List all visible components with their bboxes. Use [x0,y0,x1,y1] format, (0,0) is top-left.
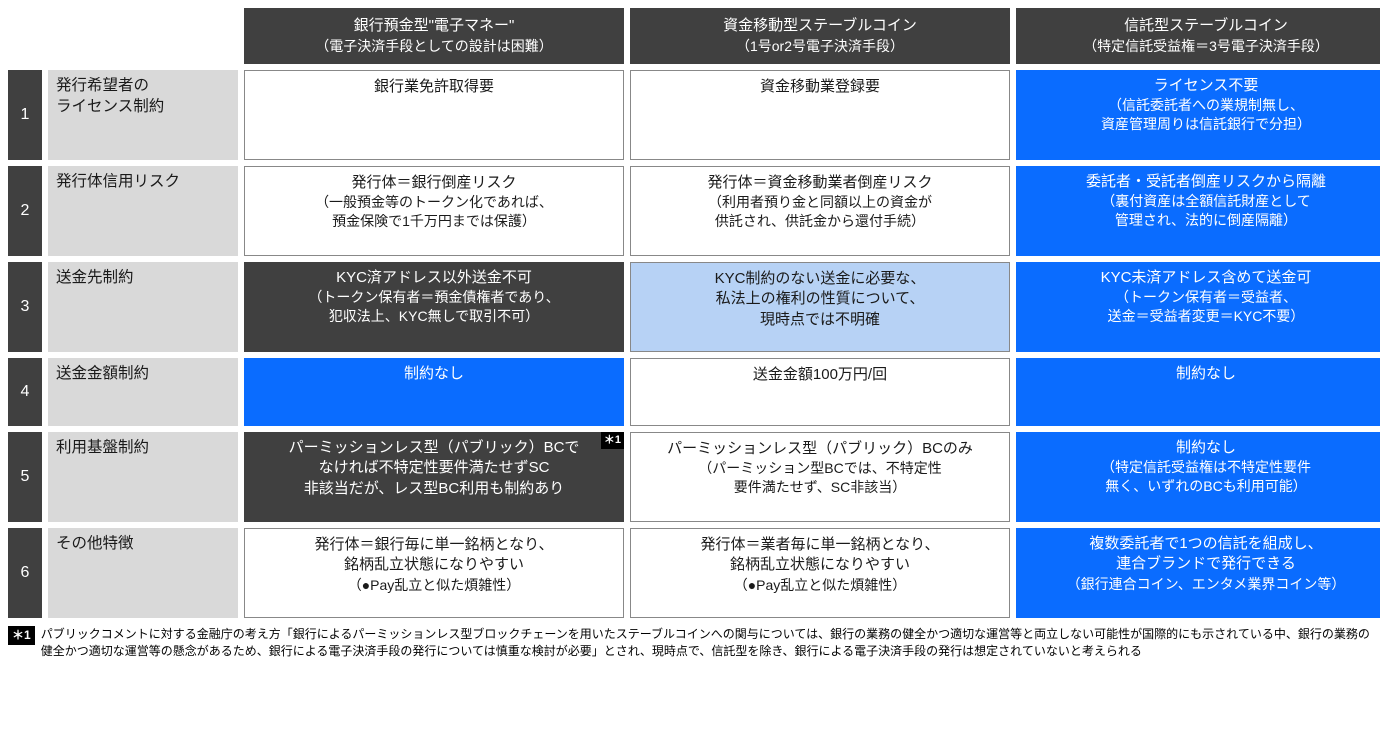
header-spacer-1 [8,8,42,64]
cell-4-2: 制約なし [1016,358,1380,426]
cell-3-2-sub: （トークン保有者＝受益者、送金＝受益者変更＝KYC不要） [1108,288,1305,326]
column-header-0-sub: （電子決済手段としての設計は困難） [315,37,553,56]
cell-1-2: ライセンス不要（信託委託者への業規制無し、資産管理周りは信託銀行で分担） [1016,70,1380,160]
row-label-5: 利用基盤制約 [48,432,238,522]
cell-2-0: 発行体＝銀行倒産リスク（一般預金等のトークン化であれば、預金保険で1千万円までは… [244,166,624,256]
cell-2-2: 委託者・受託者倒産リスクから隔離（裏付資産は全額信託財産として管理され、法的に倒… [1016,166,1380,256]
cell-3-0-sub: （トークン保有者＝預金債権者であり、犯収法上、KYC無しで取引不可） [308,288,559,326]
row-label-6: その他特徴 [48,528,238,618]
cell-4-1-main: 送金金額100万円/回 [753,365,887,385]
column-header-1-main: 資金移動型ステーブルコイン [723,16,917,36]
cell-5-0: パーミッションレス型（パブリック）BCでなければ不特定性要件満たせずSC非該当だ… [244,432,624,522]
cell-4-0: 制約なし [244,358,624,426]
row-num-3: 3 [8,262,42,352]
row-label-4-main: 送金金額制約 [56,364,149,385]
row-num-3-main: 3 [21,296,30,318]
column-header-1-sub: （1号or2号電子決済手段） [736,37,904,56]
column-header-0-main: 銀行預金型"電子マネー" [354,16,515,36]
row-label-2: 発行体信用リスク [48,166,238,256]
cell-6-0-sub: （●Pay乱立と似た煩雑性） [348,576,521,595]
cell-2-1-main: 発行体＝資金移動業者倒産リスク [707,173,932,193]
cell-3-0: KYC済アドレス以外送金不可（トークン保有者＝預金債権者であり、犯収法上、KYC… [244,262,624,352]
cell-5-1-sub: （パーミッション型BCでは、不特定性要件満たせず、SC非該当） [698,459,941,497]
cell-4-2-main: 制約なし [1176,364,1236,384]
cell-3-1: KYC制約のない送金に必要な、私法上の権利の性質について、現時点では不明確 [630,262,1010,352]
cell-2-2-sub: （裏付資産は全額信託財産として管理され、法的に倒産隔離） [1101,192,1311,230]
cell-5-1-main: パーミッションレス型（パブリック）BCのみ [667,439,973,459]
row-label-6-main: その他特徴 [56,534,134,555]
cell-6-1-main: 発行体＝業者毎に単一銘柄となり、銘柄乱立状態になりやすい [701,535,940,576]
row-label-2-main: 発行体信用リスク [56,172,180,193]
footnote-text: パブリックコメントに対する金融庁の考え方「銀行によるパーミッションレス型ブロック… [41,626,1372,660]
cell-1-2-main: ライセンス不要 [1154,76,1259,96]
cell-2-0-main: 発行体＝銀行倒産リスク [351,173,516,193]
footnote: ＊1 パブリックコメントに対する金融庁の考え方「銀行によるパーミッションレス型ブ… [8,626,1372,660]
column-header-2: 信託型ステーブルコイン（特定信託受益権＝3号電子決済手段） [1016,8,1380,64]
cell-5-0-main: パーミッションレス型（パブリック）BCでなければ不特定性要件満たせずSC非該当だ… [289,438,580,499]
row-num-6-main: 6 [21,562,30,584]
row-num-4-main: 4 [21,381,30,403]
column-header-1: 資金移動型ステーブルコイン（1号or2号電子決済手段） [630,8,1010,64]
cell-2-1: 発行体＝資金移動業者倒産リスク（利用者預り金と同額以上の資金が供託され、供託金か… [630,166,1010,256]
cell-1-0: 銀行業免許取得要 [244,70,624,160]
cell-6-2-main: 複数委託者で1つの信託を組成し、連合ブランドで発行できる [1089,534,1322,575]
cell-6-0: 発行体＝銀行毎に単一銘柄となり、銘柄乱立状態になりやすい（●Pay乱立と似た煩雑… [244,528,624,618]
row-num-6: 6 [8,528,42,618]
row-label-3-main: 送金先制約 [56,268,134,289]
cell-4-1: 送金金額100万円/回 [630,358,1010,426]
header-spacer-2 [48,8,238,64]
column-header-2-sub: （特定信託受益権＝3号電子決済手段） [1083,37,1329,56]
comparison-table: 銀行預金型"電子マネー"（電子決済手段としての設計は困難）資金移動型ステーブルコ… [8,8,1372,618]
cell-5-2: 制約なし（特定信託受益権は不特定性要件無く、いずれのBCも利用可能） [1016,432,1380,522]
cell-3-1-main: KYC制約のない送金に必要な、私法上の権利の性質について、現時点では不明確 [715,269,926,330]
cell-1-1-main: 資金移動業登録要 [760,77,880,97]
cell-2-2-main: 委託者・受託者倒産リスクから隔離 [1086,172,1326,192]
cell-3-2-main: KYC未済アドレス含めて送金可 [1101,268,1312,288]
cell-5-2-main: 制約なし [1176,438,1236,458]
column-header-2-main: 信託型ステーブルコイン [1124,16,1288,36]
column-header-0: 銀行預金型"電子マネー"（電子決済手段としての設計は困難） [244,8,624,64]
cell-1-1: 資金移動業登録要 [630,70,1010,160]
row-label-1: 発行希望者のライセンス制約 [48,70,238,160]
footnote-badge: ＊1 [601,432,624,449]
row-label-5-main: 利用基盤制約 [56,438,149,459]
row-num-2-main: 2 [21,200,30,222]
row-num-5: 5 [8,432,42,522]
cell-3-2: KYC未済アドレス含めて送金可（トークン保有者＝受益者、送金＝受益者変更＝KYC… [1016,262,1380,352]
cell-6-2: 複数委託者で1つの信託を組成し、連合ブランドで発行できる（銀行連合コイン、エンタ… [1016,528,1380,618]
cell-3-0-main: KYC済アドレス以外送金不可 [336,268,532,288]
row-num-5-main: 5 [21,466,30,488]
cell-2-0-sub: （一般預金等のトークン化であれば、預金保険で1千万円までは保護） [315,193,553,231]
cell-6-2-sub: （銀行連合コイン、エンタメ業界コイン等） [1067,575,1346,594]
row-label-3: 送金先制約 [48,262,238,352]
cell-5-1: パーミッションレス型（パブリック）BCのみ（パーミッション型BCでは、不特定性要… [630,432,1010,522]
cell-6-1-sub: （●Pay乱立と似た煩雑性） [734,576,907,595]
cell-2-1-sub: （利用者預り金と同額以上の資金が供託され、供託金から還付手続） [708,193,932,231]
row-num-1-main: 1 [21,104,30,126]
row-label-4: 送金金額制約 [48,358,238,426]
cell-1-2-sub: （信託委託者への業規制無し、資産管理周りは信託銀行で分担） [1101,96,1311,134]
cell-1-0-main: 銀行業免許取得要 [374,77,494,97]
cell-6-1: 発行体＝業者毎に単一銘柄となり、銘柄乱立状態になりやすい（●Pay乱立と似た煩雑… [630,528,1010,618]
cell-5-2-sub: （特定信託受益権は不特定性要件無く、いずれのBCも利用可能） [1101,458,1311,496]
row-num-2: 2 [8,166,42,256]
cell-6-0-main: 発行体＝銀行毎に単一銘柄となり、銘柄乱立状態になりやすい [315,535,554,576]
row-num-4: 4 [8,358,42,426]
footnote-tag: ＊1 [8,626,35,645]
cell-4-0-main: 制約なし [404,364,464,384]
row-num-1: 1 [8,70,42,160]
row-label-1-main: 発行希望者のライセンス制約 [56,76,164,118]
